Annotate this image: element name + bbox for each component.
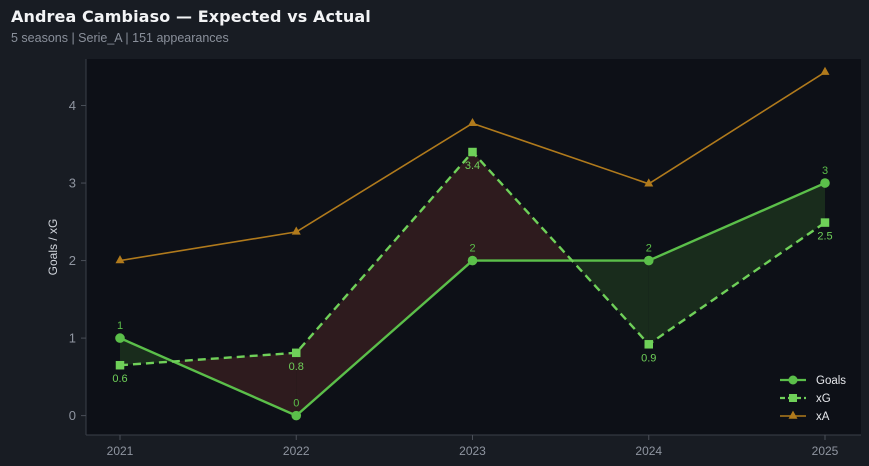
xg-marker xyxy=(292,348,301,358)
chart-header: Andrea Cambiaso — Expected vs Actual 5 s… xyxy=(11,7,371,45)
xa-marker xyxy=(644,178,654,187)
xa-marker xyxy=(291,226,301,235)
x-tick-label: 2025 xyxy=(812,444,839,458)
xg-data-label: 0.9 xyxy=(641,352,656,364)
chart-title: Andrea Cambiaso — Expected vs Actual xyxy=(11,7,371,26)
x-tick-label: 2021 xyxy=(107,444,134,458)
xg-marker xyxy=(820,218,830,227)
xg-marker xyxy=(468,147,477,157)
xa-marker xyxy=(820,66,830,75)
goals-marker xyxy=(820,178,830,188)
x-axis-ticks: 2021 2022 2023 2024 2025 xyxy=(107,435,839,458)
xg-data-label: 2.5 xyxy=(817,231,832,243)
underperformance-fill xyxy=(296,152,473,416)
legend-marker-xa xyxy=(788,410,798,419)
legend-label-xg: xG xyxy=(816,393,831,405)
overperformance-fill xyxy=(648,183,825,345)
goals-data-label: 2 xyxy=(646,243,652,255)
xg-data-label: 0.8 xyxy=(289,361,304,373)
underperformance-fill xyxy=(472,152,572,261)
goals-data-label: 3 xyxy=(822,165,828,177)
y-tick-label: 0 xyxy=(69,408,76,423)
xa-marker xyxy=(468,117,477,127)
legend-label-goals: Goals xyxy=(816,375,846,387)
chart-subtitle: 5 seasons | Serie_A | 151 appearances xyxy=(11,31,229,45)
legend-marker-goals xyxy=(788,375,798,385)
goals-data-label: 1 xyxy=(117,320,123,332)
goals-marker xyxy=(291,410,302,421)
data-labels: 1 0 2 2 3 0.6 0.8 3.4 0.9 2.5 xyxy=(112,160,832,410)
x-tick-label: 2024 xyxy=(635,444,662,458)
xg-data-label: 3.4 xyxy=(465,160,480,172)
xg-data-label: 0.6 xyxy=(112,373,127,385)
series-markers xyxy=(115,66,830,421)
legend-marker-xg xyxy=(789,394,797,402)
y-tick-label: 3 xyxy=(69,176,76,191)
goals-data-label: 2 xyxy=(469,243,475,255)
goals-data-label: 0 xyxy=(293,398,299,410)
xg-marker xyxy=(115,360,125,370)
goals-marker xyxy=(467,255,478,266)
legend: Goals xG xA xyxy=(780,375,846,423)
goals-marker xyxy=(643,255,654,266)
goals-marker xyxy=(115,333,125,343)
x-tick-label: 2023 xyxy=(459,444,486,458)
x-tick-label: 2022 xyxy=(283,444,310,458)
y-axis-label: Goals / xG xyxy=(46,219,60,276)
difference-fills xyxy=(120,152,825,416)
y-tick-label: 2 xyxy=(69,253,76,268)
xg-marker xyxy=(644,340,653,349)
underperformance-fill xyxy=(173,352,297,416)
y-tick-label: 1 xyxy=(69,331,76,346)
xa-marker xyxy=(115,255,125,264)
legend-label-xa: xA xyxy=(816,411,830,423)
y-axis-ticks: 0 1 2 3 4 xyxy=(69,98,86,423)
y-tick-label: 4 xyxy=(69,98,76,113)
